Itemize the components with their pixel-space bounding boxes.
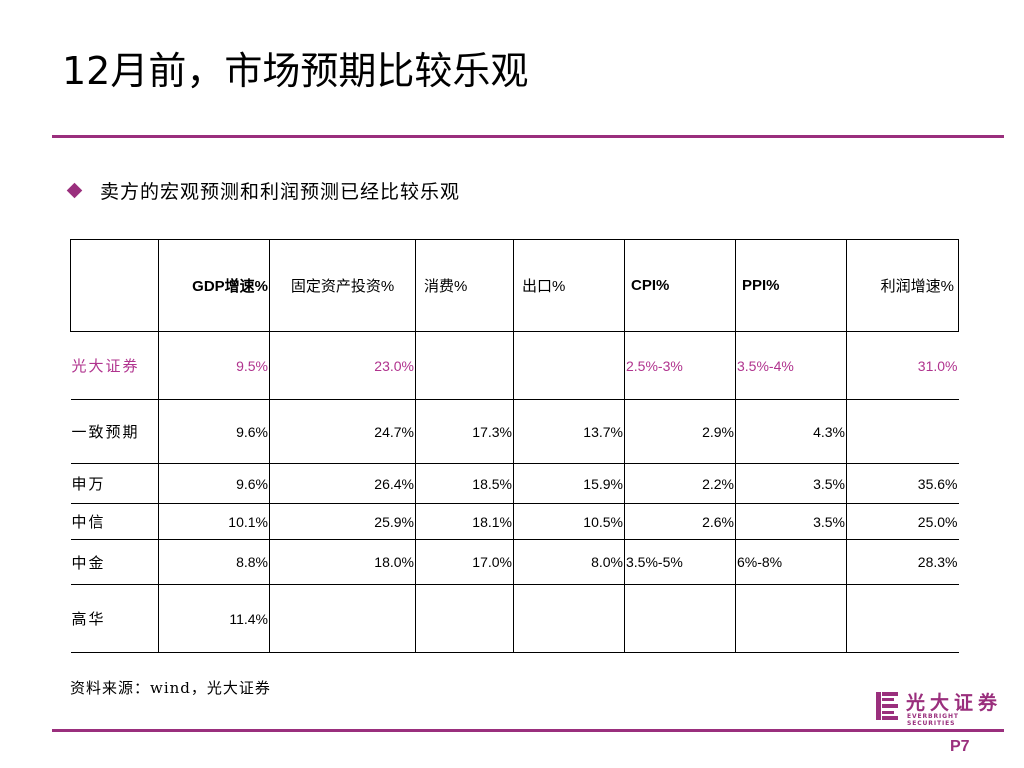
bullet-point: 卖方的宏观预测和利润预测已经比较乐观 [66, 176, 460, 204]
header-cell [70, 239, 159, 332]
table-cell: 4.3% [735, 399, 847, 464]
row-label: 中信 [70, 503, 159, 540]
table-cell: 9.6% [158, 463, 270, 504]
diamond-bullet-icon [66, 182, 83, 198]
table-cell: 17.0% [415, 539, 514, 585]
table-cell: 10.5% [513, 503, 625, 540]
logo-english-text: EVERBRIGHT SECURITIES [907, 713, 959, 727]
header-cpi: CPI% [624, 239, 736, 332]
row-label: 一致预期 [70, 399, 159, 464]
company-logo: 光大证券 EVERBRIGHT SECURITIES [876, 690, 1004, 727]
table-cell: 18.1% [415, 503, 514, 540]
row-label: 高华 [70, 584, 159, 653]
table-cell: 6%-8% [735, 539, 847, 585]
page-number: P7 [950, 738, 970, 755]
table-cell: 2.2% [624, 463, 736, 504]
table-cell: 18.5% [415, 463, 514, 504]
table-cell: 11.4% [158, 584, 270, 653]
table-cell: 3.5% [735, 503, 847, 540]
row-label: 光大证券 [70, 331, 159, 400]
table-cell: 13.7% [513, 399, 625, 464]
table-cell: 8.8% [158, 539, 270, 585]
table-cell [415, 584, 514, 653]
header-gdp: GDP增速% [158, 239, 270, 332]
table-cell: 18.0% [269, 539, 416, 585]
header-ppi: PPI% [735, 239, 847, 332]
table-row: 中信 10.1% 25.9% 18.1% 10.5% 2.6% 3.5% 25.… [70, 503, 959, 540]
table-cell: 31.0% [846, 331, 959, 400]
row-label: 中金 [70, 539, 159, 585]
table-cell [415, 331, 514, 400]
table-cell: 28.3% [846, 539, 959, 585]
everbright-logo-icon [876, 692, 898, 720]
table-cell: 3.5% [735, 463, 847, 504]
table-row: 一致预期 9.6% 24.7% 17.3% 13.7% 2.9% 4.3% [70, 399, 959, 464]
header-export: 出口% [513, 239, 625, 332]
title-divider [52, 135, 1004, 138]
table-row: 中金 8.8% 18.0% 17.0% 8.0% 3.5%-5% 6%-8% 2… [70, 539, 959, 585]
bullet-text: 卖方的宏观预测和利润预测已经比较乐观 [100, 180, 461, 203]
page-title: 12月前，市场预期比较乐观 [62, 49, 529, 93]
table-cell: 23.0% [269, 331, 416, 400]
table-cell [846, 399, 959, 464]
table-row: 高华 11.4% [70, 584, 959, 653]
table-header-row: GDP增速% 固定资产投资% 消费% 出口% CPI% PPI% 利润增速% [70, 239, 959, 332]
table-row: 光大证券 9.5% 23.0% 2.5%-3% 3.5%-4% 31.0% [70, 331, 959, 400]
table-cell [735, 584, 847, 653]
table-cell: 3.5%-5% [624, 539, 736, 585]
table-cell: 26.4% [269, 463, 416, 504]
table-cell: 2.9% [624, 399, 736, 464]
table-cell: 15.9% [513, 463, 625, 504]
table-cell [846, 584, 959, 653]
table-row: 申万 9.6% 26.4% 18.5% 15.9% 2.2% 3.5% 35.6… [70, 463, 959, 504]
header-fixed-investment: 固定资产投资% [269, 239, 416, 332]
table-cell: 3.5%-4% [735, 331, 847, 400]
table-cell: 9.6% [158, 399, 270, 464]
table-cell: 24.7% [269, 399, 416, 464]
table-cell [269, 584, 416, 653]
table-cell: 2.6% [624, 503, 736, 540]
table-cell: 25.0% [846, 503, 959, 540]
source-note: 资料来源：wind，光大证券 [70, 679, 271, 697]
forecast-table: GDP增速% 固定资产投资% 消费% 出口% CPI% PPI% 利润增速% 光… [70, 239, 959, 653]
header-profit: 利润增速% [846, 239, 959, 332]
logo-chinese-text: 光大证券 [906, 692, 1003, 714]
footer-divider [52, 729, 1004, 732]
table-cell: 25.9% [269, 503, 416, 540]
table-cell: 17.3% [415, 399, 514, 464]
table-cell [624, 584, 736, 653]
header-consumption: 消费% [415, 239, 514, 332]
table-cell [513, 331, 625, 400]
table-cell: 35.6% [846, 463, 959, 504]
table-cell: 10.1% [158, 503, 270, 540]
table-cell: 9.5% [158, 331, 270, 400]
table-cell: 8.0% [513, 539, 625, 585]
table-cell [513, 584, 625, 653]
table-cell: 2.5%-3% [624, 331, 736, 400]
row-label: 申万 [70, 463, 159, 504]
